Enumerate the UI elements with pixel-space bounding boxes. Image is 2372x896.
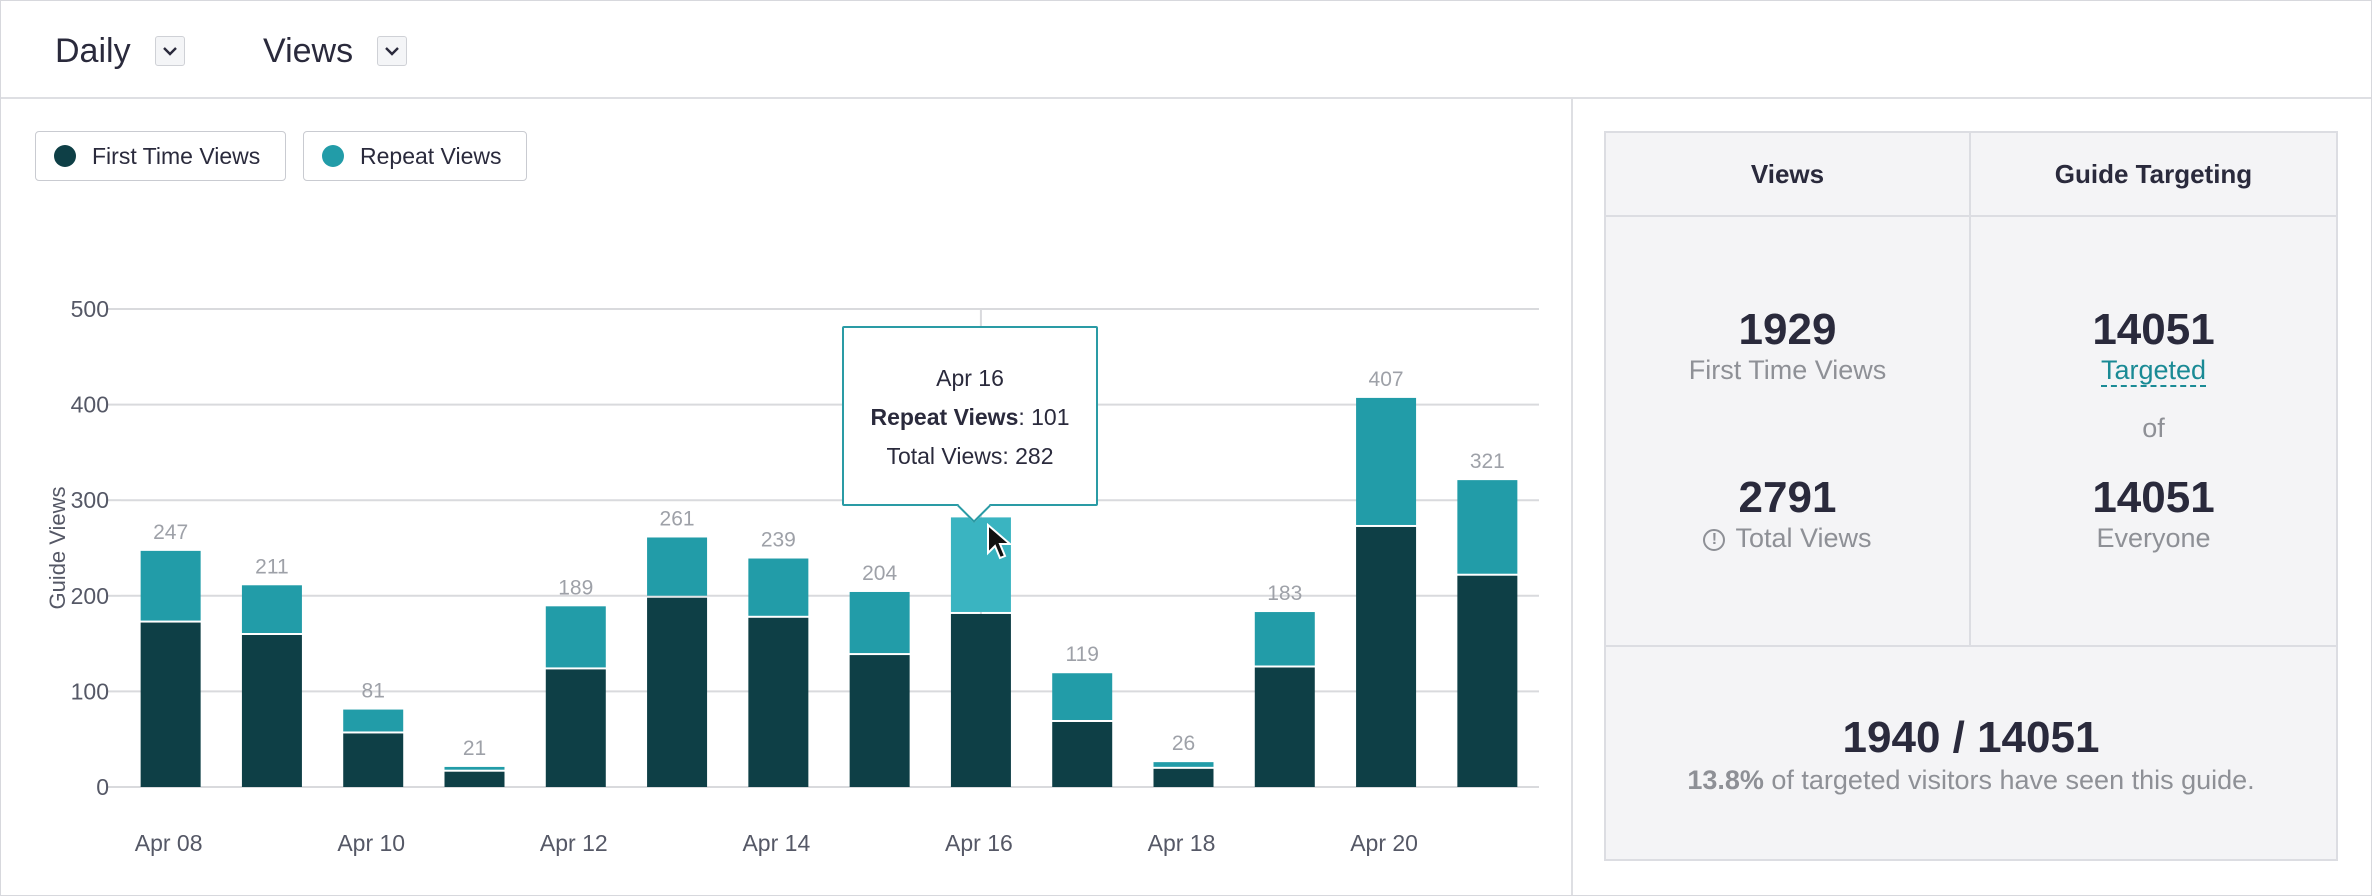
total-data-label: 247 <box>153 521 188 544</box>
total-data-label: 407 <box>1369 368 1404 391</box>
panel-divider-vertical <box>1969 133 1971 645</box>
bar-first-time-apr-15 <box>849 655 910 787</box>
y-tick-label: 200 <box>71 583 109 609</box>
total-views-count: 2791 <box>1738 473 1837 522</box>
bar-first-time-apr-11 <box>444 771 505 787</box>
bar-repeat-apr-18 <box>1153 762 1214 767</box>
tooltip-repeat: Repeat Views: 101 <box>844 404 1096 431</box>
views-header: Views <box>1606 133 1969 217</box>
info-icon[interactable]: ! <box>1703 528 1726 551</box>
chart-tooltip: Apr 16 Repeat Views: 101 Total Views: 28… <box>842 326 1098 523</box>
bar-first-time-apr-08 <box>140 622 201 787</box>
chevron-down-icon[interactable] <box>377 36 408 66</box>
period-dropdown[interactable]: Daily <box>55 29 185 73</box>
y-tick-label: 400 <box>71 392 109 418</box>
panel-divider-horizontal <box>1606 645 2336 647</box>
summary-panel: Views Guide Targeting 1929 First Time Vi… <box>1604 131 2338 861</box>
guide-targeting-header: Guide Targeting <box>1971 133 2336 217</box>
metric-dropdown[interactable]: Views <box>263 29 408 73</box>
everyone-label: Everyone <box>2096 523 2211 553</box>
targeted-row: Targeted <box>1971 355 2336 387</box>
total-data-label: 204 <box>862 562 897 585</box>
bar-repeat-apr-17 <box>1052 673 1113 720</box>
total-views-label: Total Views <box>1735 523 1872 553</box>
legend-repeat-views[interactable]: Repeat Views <box>303 131 527 181</box>
tooltip-total: Total Views: 282 <box>886 443 1054 469</box>
bar-repeat-apr-15 <box>849 591 910 654</box>
bar-first-time-apr-18 <box>1153 768 1214 787</box>
legend-repeat-label: Repeat Views <box>360 142 502 169</box>
bar-first-time-apr-19 <box>1254 667 1315 787</box>
tooltip-repeat-label: Repeat Views <box>870 404 1019 430</box>
repeat-swatch <box>322 145 344 167</box>
bar-repeat-apr-11 <box>444 766 505 770</box>
bar-first-time-apr-17 <box>1052 721 1113 787</box>
total-data-label: 239 <box>761 529 796 552</box>
tooltip-date: Apr 16 <box>936 365 1004 391</box>
targeted-link[interactable]: Targeted <box>2100 355 2207 387</box>
first-time-swatch <box>54 145 76 167</box>
bar-first-time-apr-14 <box>748 617 809 787</box>
period-dropdown-label: Daily <box>55 31 131 70</box>
bar-repeat-apr-09 <box>241 585 302 633</box>
toolbar: Daily Views <box>1 1 2371 99</box>
x-tick-label: Apr 12 <box>540 830 608 856</box>
y-tick-label: 100 <box>71 678 109 704</box>
bar-repeat-apr-16 <box>950 517 1011 612</box>
x-tick-label: Apr 18 <box>1148 830 1216 856</box>
x-tick-label: Apr 20 <box>1350 830 1418 856</box>
seen-percent: 13.8% <box>1687 765 1764 795</box>
total-data-label: 26 <box>1172 732 1195 755</box>
total-data-label: 261 <box>660 507 695 530</box>
total-data-label: 189 <box>558 576 593 599</box>
legend-first-label: First Time Views <box>92 142 261 169</box>
total-data-label: 81 <box>362 680 385 703</box>
bar-repeat-apr-19 <box>1254 612 1315 666</box>
bar-repeat-apr-14 <box>748 558 809 616</box>
bar-first-time-apr-16 <box>950 613 1011 787</box>
section-divider <box>1571 99 1573 895</box>
bar-first-time-apr-20 <box>1356 526 1417 787</box>
x-tick-label: Apr 14 <box>742 830 810 856</box>
total-data-label: 21 <box>463 737 486 760</box>
everyone-count: 14051 <box>2092 473 2215 522</box>
bar-first-time-apr-21 <box>1457 575 1518 787</box>
legend-first-time-views[interactable]: First Time Views <box>35 131 286 181</box>
of-label: of <box>2142 413 2165 443</box>
seen-percent-text: of targeted visitors have seen this guid… <box>1771 765 2255 795</box>
x-tick-label: Apr 16 <box>945 830 1013 856</box>
bar-first-time-apr-12 <box>545 669 606 787</box>
first-time-views-count: 1929 <box>1738 305 1837 354</box>
mouse-pointer-icon <box>987 523 1013 560</box>
seen-percent-row: 13.8% of targeted visitors have seen thi… <box>1606 765 2336 796</box>
x-tick-label: Apr 10 <box>337 830 405 856</box>
bar-repeat-apr-13 <box>647 537 708 596</box>
y-tick-label: 0 <box>96 774 109 800</box>
targeted-count: 14051 <box>2092 305 2215 354</box>
total-data-label: 183 <box>1267 582 1302 605</box>
seen-ratio: 1940 / 14051 <box>1842 713 2100 762</box>
metric-dropdown-label: Views <box>263 31 354 70</box>
bar-repeat-apr-10 <box>343 709 404 732</box>
tooltip-repeat-value: : 101 <box>1018 404 1070 430</box>
y-axis-label: Guide Views <box>45 486 70 609</box>
bar-repeat-apr-20 <box>1356 397 1417 525</box>
total-data-label: 321 <box>1470 450 1505 473</box>
y-tick-label: 300 <box>71 487 109 513</box>
first-time-views-label: First Time Views <box>1688 355 1887 385</box>
bar-first-time-apr-09 <box>241 634 302 787</box>
total-data-label: 211 <box>255 555 288 578</box>
chevron-down-icon[interactable] <box>154 36 185 66</box>
y-tick-label: 500 <box>71 296 109 322</box>
bar-repeat-apr-21 <box>1457 480 1518 574</box>
bar-first-time-apr-10 <box>343 733 404 787</box>
total-data-label: 119 <box>1065 643 1098 666</box>
x-tick-label: Apr 08 <box>135 830 203 856</box>
bar-repeat-apr-08 <box>140 550 201 621</box>
bar-repeat-apr-12 <box>545 606 606 668</box>
total-views-row: ! Total Views <box>1606 523 1969 554</box>
bar-first-time-apr-13 <box>647 597 708 787</box>
